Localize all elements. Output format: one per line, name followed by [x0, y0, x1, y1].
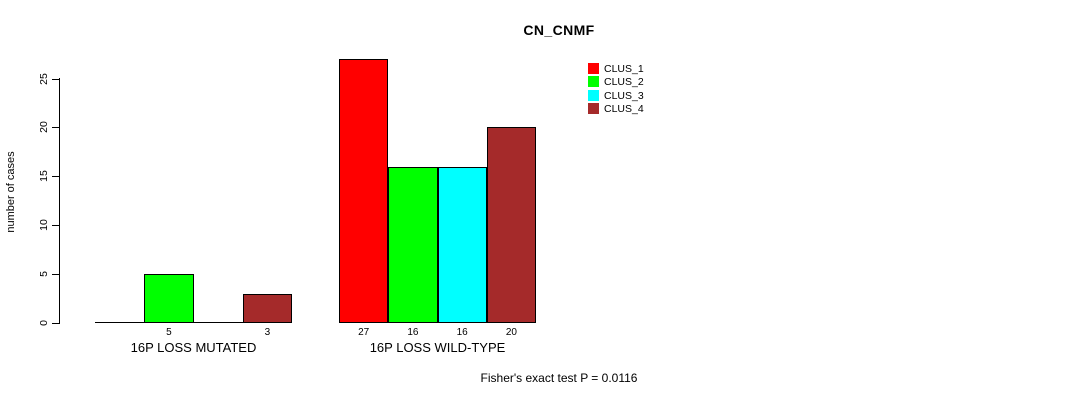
- legend-swatch-clus_2: [588, 76, 599, 88]
- bar-clus_1-zero: [95, 322, 145, 323]
- x-group-label: 16P LOSS WILD-TYPE: [369, 340, 506, 355]
- bar-clus_1: [339, 59, 389, 323]
- bar-clus_2: [388, 167, 438, 323]
- y-tick-mark: [52, 176, 59, 177]
- bar-value-label: 3: [264, 327, 271, 338]
- legend-label: CLUS_2: [604, 76, 644, 89]
- y-tick-label: 20: [38, 121, 50, 133]
- y-tick-mark: [52, 79, 59, 80]
- bar-value-label: 5: [166, 327, 172, 338]
- bar-value-label: 27: [358, 327, 370, 338]
- y-axis-label: number of cases: [5, 151, 17, 233]
- y-tick-label: 25: [38, 73, 50, 85]
- bar-value-label: 20: [505, 327, 517, 338]
- bar-value-label: 16: [407, 327, 419, 338]
- fisher-test-note: Fisher's exact test P = 0.0116: [480, 371, 638, 385]
- bar-clus_4: [242, 294, 292, 323]
- bar-clus_3: [437, 167, 487, 323]
- legend-swatch-clus_3: [588, 89, 599, 101]
- legend-swatch-clus_4: [588, 102, 599, 114]
- y-tick-label: 15: [38, 170, 50, 182]
- bar-clus_3-zero: [193, 322, 243, 323]
- y-axis-line: [59, 78, 60, 324]
- y-tick-mark: [52, 127, 59, 128]
- legend-label: CLUS_4: [604, 102, 644, 115]
- bar-clus_2: [144, 274, 194, 323]
- y-tick-mark: [52, 323, 59, 324]
- bar-clus_4: [486, 127, 536, 323]
- y-tick-label: 10: [38, 219, 50, 231]
- legend-label: CLUS_3: [604, 89, 644, 102]
- legend-label: CLUS_1: [604, 63, 644, 75]
- bar-value-label: 16: [456, 327, 468, 338]
- legend-swatch-clus_1: [588, 63, 599, 74]
- y-tick-label: 5: [38, 271, 50, 277]
- y-tick-label: 0: [38, 320, 50, 326]
- x-group-label: 16P LOSS MUTATED: [130, 340, 257, 355]
- chart-title: CN_CNMF: [523, 22, 595, 38]
- y-tick-mark: [52, 225, 59, 226]
- y-tick-mark: [52, 274, 59, 275]
